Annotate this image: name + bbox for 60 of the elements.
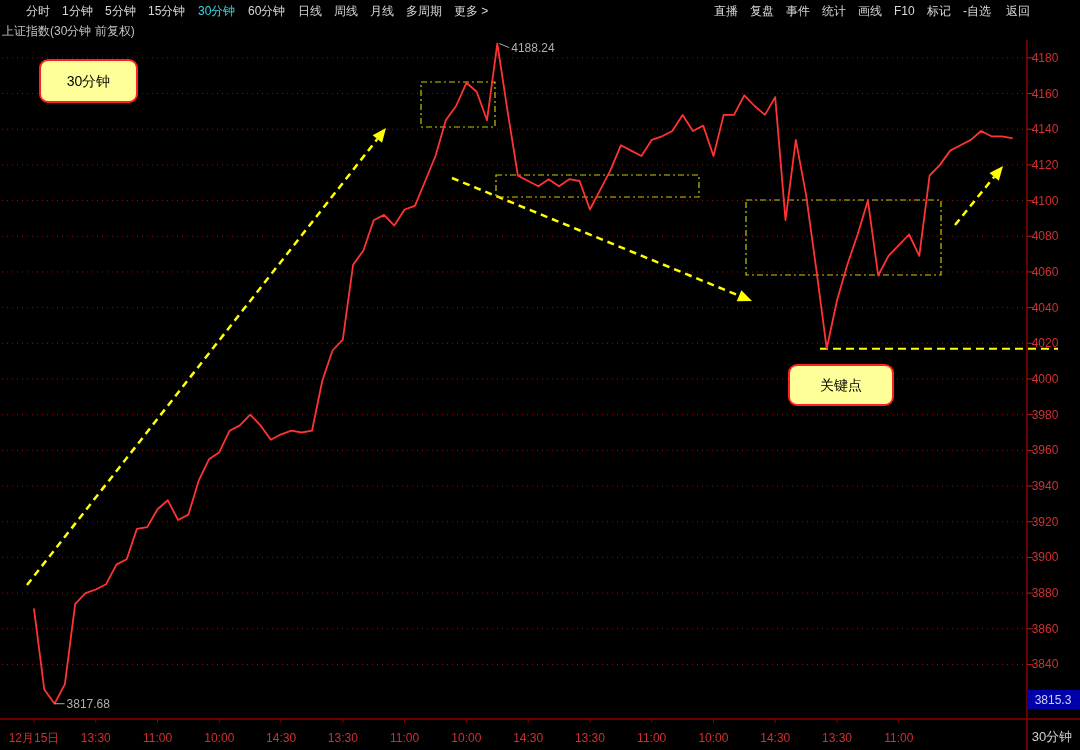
text: 日线 (298, 4, 322, 18)
y-tick-label: 4160 (1031, 86, 1059, 101)
text: 分时 (26, 4, 50, 18)
text: 60分钟 (248, 4, 286, 18)
y-tick-label: 3880 (1031, 586, 1059, 601)
y-tick-label: 3840 (1031, 657, 1059, 672)
annotation: 30分钟 (66, 73, 111, 89)
text: 标记 (926, 4, 951, 18)
text: 复盘 (750, 4, 774, 18)
chart-title: 上证指数(30分钟 前复权) (2, 24, 135, 38)
text: 1分钟 (62, 4, 93, 18)
text: 直播 (714, 4, 738, 18)
text: 30分钟 (1031, 729, 1073, 744)
x-tick-label: 12月15日 (8, 731, 60, 745)
x-tick-label: 11:00 (637, 731, 667, 745)
x-tick-label: 13:30 (327, 731, 359, 745)
annotation: 3817.68 (66, 696, 111, 711)
y-tick-label: 3860 (1031, 621, 1059, 636)
y-tick-label: 4000 (1031, 372, 1059, 386)
text: 更多 > (454, 4, 489, 18)
y-tick-label: 3980 (1031, 407, 1059, 422)
text: F10 (894, 4, 915, 18)
text: 周线 (334, 4, 358, 18)
y-tick-label: 3960 (1031, 443, 1059, 458)
x-tick-label: 10:00 (451, 731, 482, 745)
y-tick-label: 3920 (1031, 514, 1059, 529)
x-tick-label: 10:00 (698, 731, 729, 745)
x-tick-label: 13:30 (574, 731, 606, 745)
text: 3815.3 (1034, 693, 1072, 707)
y-tick-label: 3940 (1031, 479, 1059, 494)
text: 统计 (822, 4, 846, 18)
annotation: 4188.24 (511, 40, 555, 55)
y-tick-label: 4180 (1031, 50, 1059, 65)
text: 月线 (370, 4, 394, 18)
y-tick-label: 4080 (1031, 229, 1059, 244)
x-tick-label: 11:00 (142, 731, 173, 745)
text: 返回 (1006, 4, 1030, 18)
x-tick-label: 13:30 (821, 731, 853, 745)
y-tick-label: 4060 (1031, 264, 1059, 279)
x-tick-label: 14:30 (760, 731, 791, 745)
x-tick-label: 11:00 (884, 731, 914, 745)
text: 30分钟 (198, 4, 236, 18)
x-tick-label: 11:00 (390, 731, 420, 745)
y-tick-label: 4020 (1031, 336, 1059, 351)
annotation: 关键点 (820, 377, 862, 393)
y-tick-label: 4140 (1031, 122, 1059, 137)
y-tick-label: 4120 (1031, 157, 1059, 172)
text: 事件 (786, 4, 810, 18)
x-tick-label: 14:30 (513, 731, 544, 745)
y-tick-label: 3900 (1031, 550, 1059, 565)
text: 5分钟 (105, 4, 136, 18)
x-tick-label: 10:00 (204, 731, 235, 745)
text: 多周期 (406, 4, 442, 18)
text: -自选 (963, 4, 991, 18)
y-tick-label: 4040 (1031, 300, 1059, 315)
text: 画线 (858, 4, 882, 18)
x-tick-label: 14:30 (266, 731, 297, 745)
x-tick-label: 13:30 (80, 731, 112, 745)
y-tick-label: 4100 (1031, 193, 1059, 208)
text: 15分钟 (148, 4, 186, 18)
